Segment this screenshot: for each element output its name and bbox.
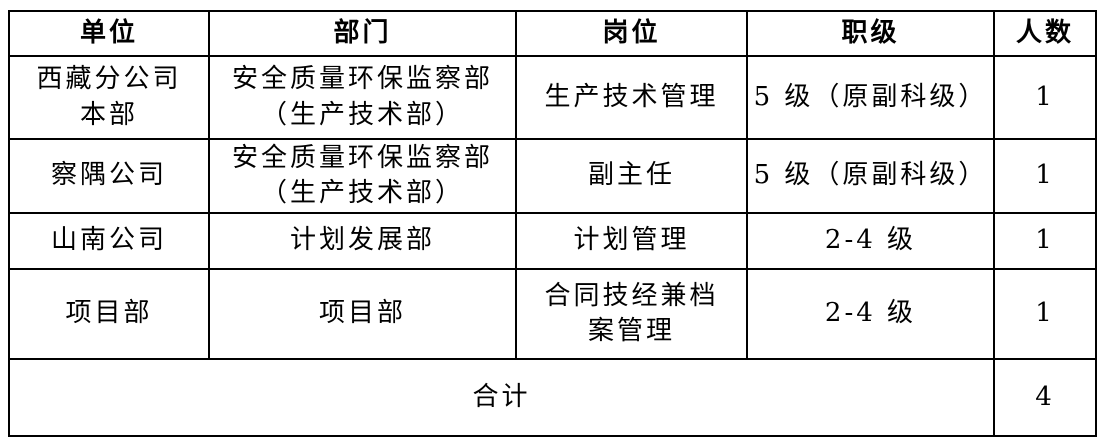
cell-position: 合同技经兼档 案管理 (515, 268, 748, 360)
header-cell-unit: 单位 (8, 10, 210, 57)
header-cell-position: 岗位 (515, 10, 748, 57)
cell-count: 1 (993, 55, 1097, 140)
cell-unit: 项目部 (8, 268, 210, 360)
table-row: 察隅公司 安全质量环保监察部 （生产技术部） 副主任 5 级（原副科级） 1 (8, 138, 1097, 214)
table-row: 项目部 项目部 合同技经兼档 案管理 2-4 级 1 (8, 268, 1097, 360)
cell-rank: 2-4 级 (746, 212, 995, 270)
cell-unit: 山南公司 (8, 212, 210, 270)
table-row: 山南公司 计划发展部 计划管理 2-4 级 1 (8, 212, 1097, 270)
header-cell-rank: 职级 (746, 10, 995, 57)
header-cell-count: 人数 (993, 10, 1097, 57)
cell-rank: 5 级（原副科级） (746, 138, 995, 214)
cell-count: 1 (993, 268, 1097, 360)
cell-count: 1 (993, 138, 1097, 214)
footer-total-cell: 4 (993, 358, 1097, 437)
cell-position: 计划管理 (515, 212, 748, 270)
cell-rank: 5 级（原副科级） (746, 55, 995, 140)
cell-unit: 西藏分公司 本部 (8, 55, 210, 140)
table-row: 西藏分公司 本部 安全质量环保监察部 （生产技术部） 生产技术管理 5 级（原副… (8, 55, 1097, 140)
cell-department: 安全质量环保监察部 （生产技术部） (208, 55, 517, 140)
cell-count: 1 (993, 212, 1097, 270)
staff-position-table: 单位 部门 岗位 职级 人数 西藏分公司 本部 安全质量环保监察部 （生产技术部… (8, 10, 1097, 437)
cell-department: 安全质量环保监察部 （生产技术部） (208, 138, 517, 214)
cell-unit: 察隅公司 (8, 138, 210, 214)
cell-position: 生产技术管理 (515, 55, 748, 140)
cell-department: 项目部 (208, 268, 517, 360)
cell-department: 计划发展部 (208, 212, 517, 270)
cell-rank: 2-4 级 (746, 268, 995, 360)
table-header-row: 单位 部门 岗位 职级 人数 (8, 10, 1097, 57)
table-footer-row: 合计 4 (8, 358, 1097, 437)
footer-label-cell: 合计 (8, 358, 995, 437)
header-cell-department: 部门 (208, 10, 517, 57)
cell-position: 副主任 (515, 138, 748, 214)
